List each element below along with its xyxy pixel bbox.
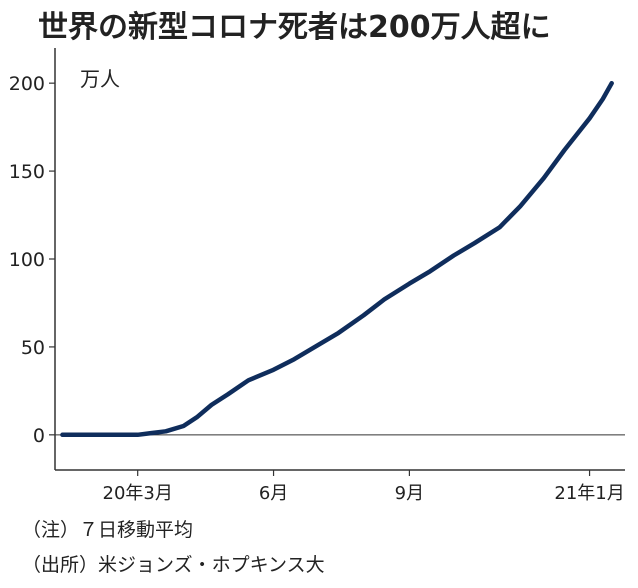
y-tick-label: 0 (33, 425, 45, 447)
y-tick-label: 50 (21, 337, 45, 359)
x-tick-label: 6月 (259, 483, 288, 504)
y-tick-label: 200 (9, 73, 45, 95)
unit-label: 万人 (80, 67, 120, 91)
x-tick-label: 9月 (395, 483, 424, 504)
source-note: （出所）米ジョンズ・ホプキンス大 (22, 554, 325, 576)
x-tick-label: 21年1月 (554, 483, 624, 504)
y-tick-label: 100 (9, 249, 45, 271)
chart-title: 世界の新型コロナ死者は200万人超に (38, 10, 551, 45)
footnote: （注）７日移動平均 (22, 519, 194, 541)
x-ticks: 20年3月 6月 9月 21年1月 (103, 470, 625, 504)
series-group (60, 80, 614, 438)
y-tick-label: 150 (9, 161, 45, 183)
y-ticks: 0 50 100 150 200 (9, 73, 55, 447)
x-tick-label: 20年3月 (103, 483, 173, 504)
series-line (60, 80, 614, 438)
